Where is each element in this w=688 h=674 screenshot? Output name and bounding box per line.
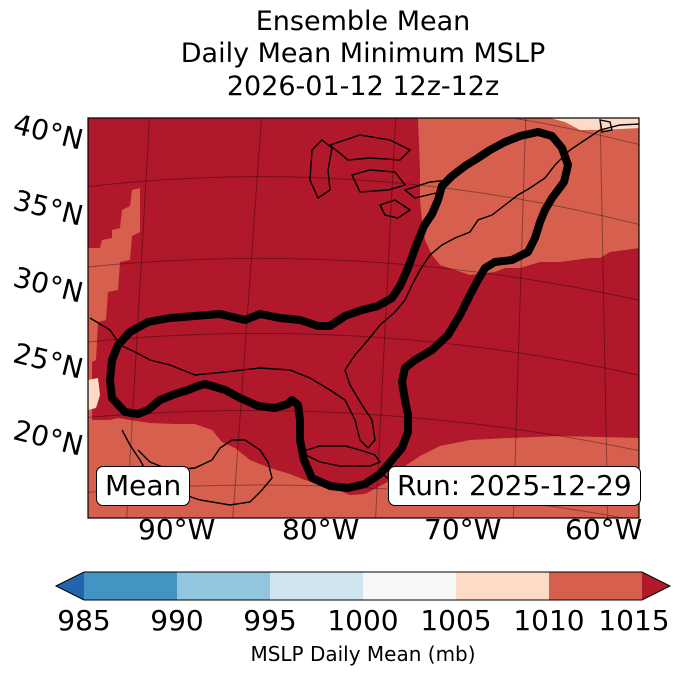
cbar-tick-1015: 1015 <box>598 604 670 637</box>
cbar-tick-1000: 1000 <box>327 604 399 637</box>
colorbar-segment <box>456 572 550 600</box>
colorbar-segment <box>270 572 364 600</box>
cbar-tick-1005: 1005 <box>420 604 492 637</box>
cbar-tick-995: 995 <box>243 604 297 637</box>
lon-label-70: 70°W <box>424 513 502 546</box>
cbar-tick-990: 990 <box>150 604 204 637</box>
contour-1010 <box>106 128 572 492</box>
cbar-tick-1010: 1010 <box>513 604 585 637</box>
colorbar-segment <box>363 572 457 600</box>
mslp-field-light-west <box>88 378 100 410</box>
map-frame <box>87 117 640 519</box>
cbar-tick-985: 985 <box>57 604 111 637</box>
colorbar-extend-low <box>56 572 84 600</box>
title-line-1: Ensemble Mean <box>255 6 471 37</box>
title-line-2: Daily Mean Minimum MSLP <box>180 38 546 69</box>
title-line-3: 2026-01-12 12z-12z <box>226 71 500 102</box>
mslp-field-light-ne <box>550 118 639 130</box>
colorbar-segment <box>177 572 271 600</box>
lon-label-60: 60°W <box>565 513 643 546</box>
lon-label-90: 90°W <box>138 513 216 546</box>
mean-label-box: Mean <box>96 466 191 506</box>
mslp-field-mid-west <box>88 188 140 518</box>
colorbar-segment <box>84 572 178 600</box>
colorbar-label: MSLP Daily Mean (mb) <box>250 642 476 666</box>
run-date-box: Run: 2025-12-29 <box>388 466 641 506</box>
colorbar-outline <box>54 571 672 601</box>
lon-label-80: 80°W <box>282 513 360 546</box>
colorbar-segment <box>549 572 643 600</box>
colorbar-extend-high <box>642 572 670 600</box>
